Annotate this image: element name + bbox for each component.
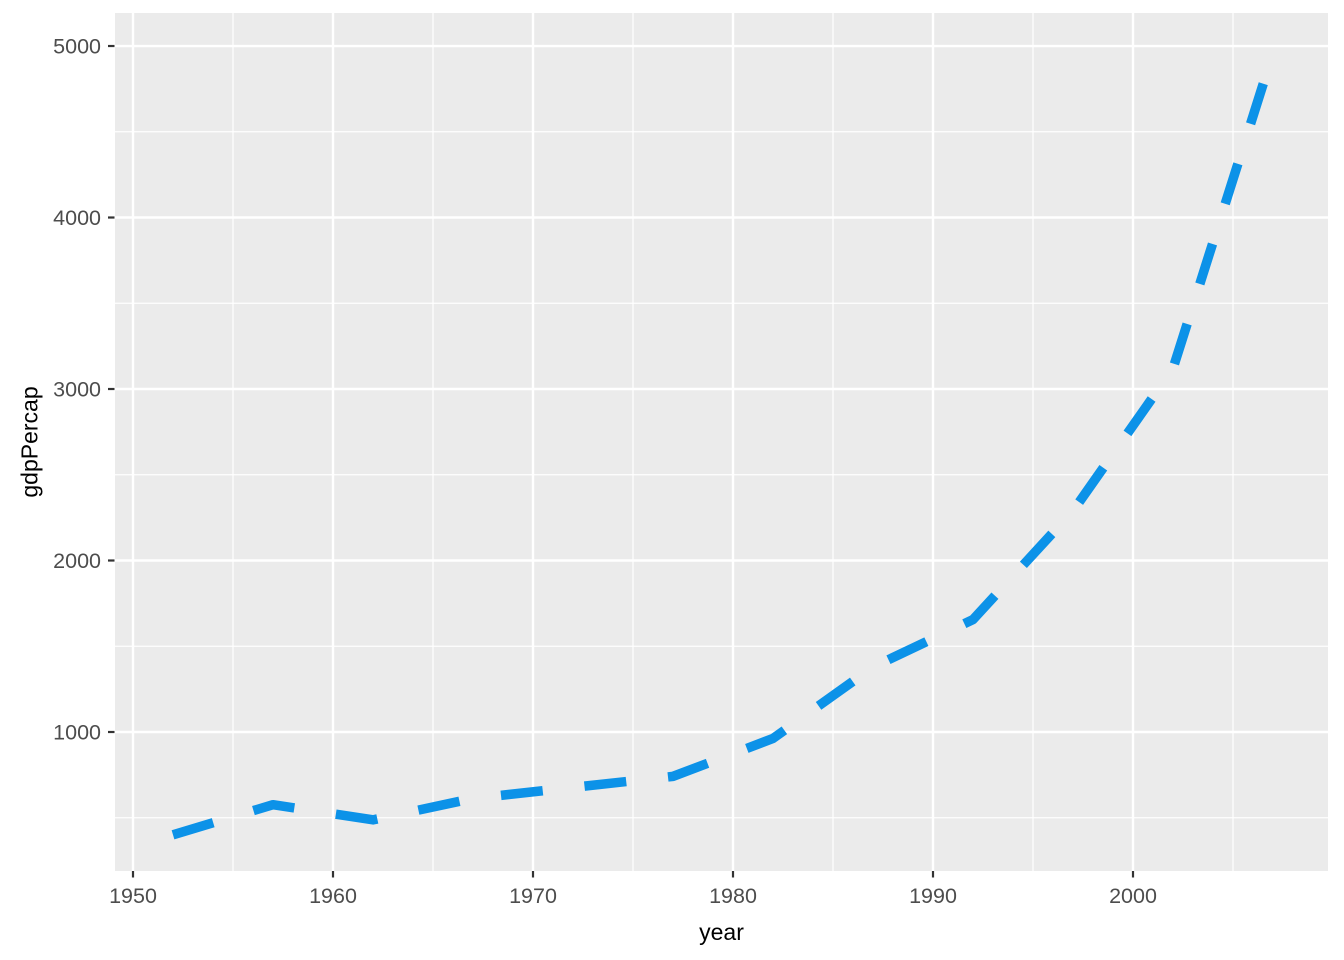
svg-text:1960: 1960: [309, 884, 357, 908]
minor-gridlines: [115, 13, 1328, 871]
svg-text:2000: 2000: [1109, 884, 1157, 908]
y-axis-title: gdpPercap: [16, 386, 43, 498]
axis-ticks: [108, 44, 1135, 878]
y-tick-labels: 1000 2000 3000 4000 5000: [53, 35, 101, 745]
series-line-gdpPercap: [171, 51, 1278, 840]
svg-text:1950: 1950: [109, 884, 157, 908]
svg-text:1000: 1000: [53, 721, 101, 745]
svg-text:1980: 1980: [709, 884, 757, 908]
major-gridlines: [115, 13, 1328, 871]
x-tick-labels: 1950 1960 1970 1980 1990 2000: [109, 884, 1157, 908]
svg-text:3000: 3000: [53, 378, 101, 402]
svg-text:5000: 5000: [53, 35, 101, 59]
svg-text:2000: 2000: [53, 549, 101, 573]
svg-text:1990: 1990: [909, 884, 957, 908]
svg-text:1970: 1970: [509, 884, 557, 908]
svg-text:4000: 4000: [53, 206, 101, 230]
x-axis-title: year: [699, 919, 744, 945]
plot-panel: [115, 13, 1328, 871]
